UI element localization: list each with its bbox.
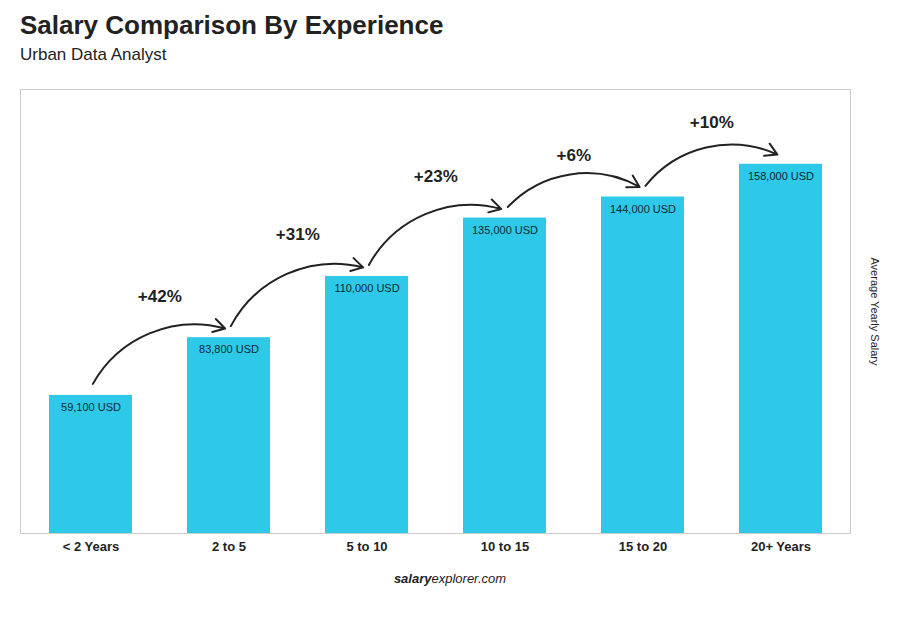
- svg-text:+10%: +10%: [690, 113, 734, 132]
- svg-text:10 to 15: 10 to 15: [481, 539, 529, 554]
- svg-text:5 to 10: 5 to 10: [346, 539, 387, 554]
- svg-text:158,000 USD: 158,000 USD: [748, 170, 814, 182]
- html-text:Urban Data Analyst: Urban Data Analyst: [20, 45, 167, 64]
- svg-text:+31%: +31%: [276, 225, 320, 244]
- svg-text:135,000 USD: 135,000 USD: [472, 224, 538, 236]
- svg-text:+6%: +6%: [557, 146, 592, 165]
- svg-text:59,100 USD: 59,100 USD: [61, 401, 121, 413]
- html-text:Salary Comparison By Experienc: Salary Comparison By Experience: [20, 10, 444, 40]
- svg-text:110,000 USD: 110,000 USD: [334, 282, 399, 294]
- svg-text:20+ Years: 20+ Years: [751, 539, 811, 554]
- svg-text:15 to 20: 15 to 20: [619, 539, 667, 554]
- svg-text:Average Yearly Salary: Average Yearly Salary: [869, 257, 881, 366]
- svg-text:144,000 USD: 144,000 USD: [610, 203, 676, 215]
- svg-text:< 2 Years: < 2 Years: [63, 539, 120, 554]
- svg-text:2 to 5: 2 to 5: [212, 539, 246, 554]
- svg-text:+42%: +42%: [138, 287, 182, 306]
- html-text:salary explorer.com: salary explorer.com: [393, 571, 507, 586]
- svg-text:+23%: +23%: [414, 167, 458, 186]
- svg-text:83,800 USD: 83,800 USD: [199, 343, 259, 355]
